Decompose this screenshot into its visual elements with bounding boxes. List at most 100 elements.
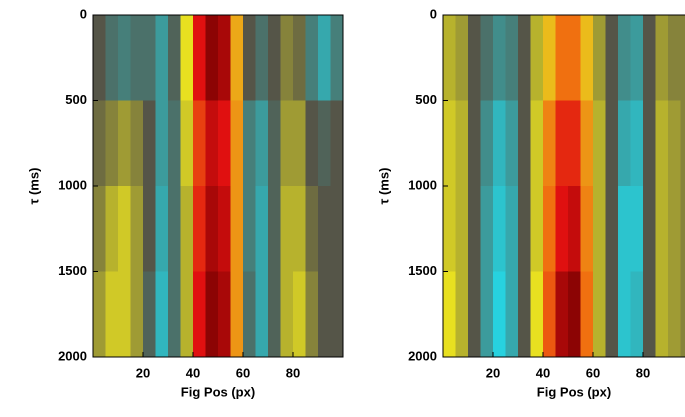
heatmap-cell [618, 15, 631, 101]
heatmap-cell [305, 186, 319, 272]
y-axis-title: τ (ms) [376, 168, 391, 205]
heatmap-cell [218, 186, 231, 272]
heatmap-cell [543, 100, 556, 187]
heatmap-cell [643, 15, 656, 101]
heatmap-cell [468, 271, 481, 358]
heatmap-cell [605, 271, 619, 358]
heatmap-cell [493, 186, 506, 272]
heatmap [93, 15, 344, 358]
heatmap-cell [580, 100, 594, 187]
heatmap-cell [218, 100, 231, 187]
y-tick-label: 1000 [408, 177, 437, 192]
heatmap-cell [143, 271, 156, 358]
heatmap-cell [630, 15, 644, 101]
heatmap-cell [530, 271, 544, 358]
heatmap-cell [568, 186, 581, 272]
heatmap-cell [593, 15, 606, 101]
heatmap-cell [268, 186, 281, 272]
heatmap-cell [680, 15, 685, 101]
y-tick-label: 500 [65, 92, 87, 107]
y-tick-label: 500 [415, 92, 437, 107]
heatmap-cell [480, 186, 494, 272]
heatmap-cell [143, 100, 156, 187]
heatmap-cell [505, 100, 519, 187]
heatmap-cell [180, 15, 194, 101]
heatmap-cell [605, 100, 619, 187]
heatmap-cell [205, 100, 219, 187]
heatmap-cell [530, 100, 544, 187]
x-tick-label: 60 [236, 365, 250, 380]
heatmap-cell [443, 186, 456, 272]
heatmap-cell [468, 15, 481, 101]
heatmap-cell [293, 100, 306, 187]
heatmap-cell [255, 271, 269, 358]
heatmap-cell [643, 186, 656, 272]
x-tick-label: 20 [486, 365, 500, 380]
heatmap-cell [493, 100, 506, 187]
x-axis-title: Fig Pos (px) [537, 384, 611, 399]
heatmap-cell [518, 15, 531, 101]
heatmap-cell [280, 271, 294, 358]
x-axis-title: Fig Pos (px) [181, 384, 255, 399]
x-tick-label: 80 [286, 365, 300, 380]
heatmap-cell [318, 271, 331, 358]
heatmap-cell [330, 271, 344, 358]
heatmap [443, 15, 685, 358]
heatmap-cell [630, 271, 644, 358]
heatmap-cell [255, 186, 269, 272]
heatmap-cell [305, 100, 319, 187]
heatmap-cell [668, 15, 681, 101]
y-tick-label: 2000 [58, 348, 87, 363]
heatmap-cell [618, 271, 631, 358]
heatmap-cell [668, 271, 681, 358]
heatmap-cell [680, 186, 685, 272]
x-tick-label: 60 [586, 365, 600, 380]
heatmap-cell [193, 15, 206, 101]
heatmap-cell [543, 15, 556, 101]
heatmap-cell [505, 186, 519, 272]
heatmap-cell [155, 186, 169, 272]
heatmap-cell [105, 186, 119, 272]
heatmap-cell [580, 186, 594, 272]
heatmap-cell [643, 271, 656, 358]
heatmap-cell [443, 271, 456, 358]
heatmap-cell [243, 271, 256, 358]
heatmap-cell [455, 100, 469, 187]
heatmap-cell [543, 271, 556, 358]
heatmap-cell [330, 186, 344, 272]
heatmap-cell [105, 15, 119, 101]
heatmap-cell [443, 15, 456, 101]
heatmap-cell [243, 15, 256, 101]
heatmap-cell [593, 271, 606, 358]
heatmap-cell [493, 15, 506, 101]
heatmap-cell [318, 100, 331, 187]
heatmap-cell [105, 271, 119, 358]
heatmap-cell [293, 186, 306, 272]
x-tick-label: 40 [186, 365, 200, 380]
heatmap-cell [130, 15, 144, 101]
heatmap-cell [655, 100, 669, 187]
heatmap-cell [168, 100, 181, 187]
heatmap-cell [518, 271, 531, 358]
heatmap-cell [180, 186, 194, 272]
heatmap-cell [555, 15, 569, 101]
heatmap-cell [668, 100, 681, 187]
heatmap-cell [168, 271, 181, 358]
heatmap-cell [268, 271, 281, 358]
heatmap-cell [193, 271, 206, 358]
heatmap-cell [280, 186, 294, 272]
heatmap-cell [255, 15, 269, 101]
heatmap-cell [643, 100, 656, 187]
heatmap-cell [243, 186, 256, 272]
heatmap-cell [618, 186, 631, 272]
heatmap-cell [105, 100, 119, 187]
heatmap-cell [230, 100, 244, 187]
heatmap-cell [93, 186, 106, 272]
heatmap-cell [605, 186, 619, 272]
heatmap-cell [468, 186, 481, 272]
heatmap-cell [505, 15, 519, 101]
heatmap-cell [480, 100, 494, 187]
heatmap-cell [118, 100, 131, 187]
